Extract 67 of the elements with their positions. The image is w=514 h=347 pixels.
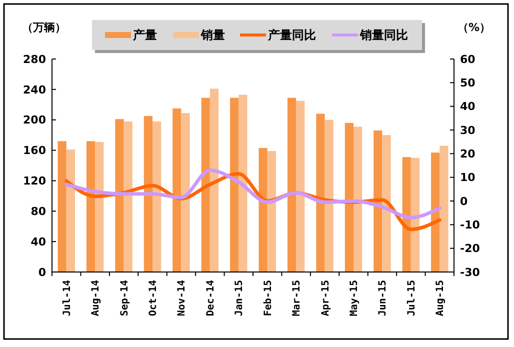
x-tick-label: Nov-14: [176, 280, 188, 316]
x-tick-label: May-15: [349, 280, 360, 316]
legend-label: 销量: [200, 28, 225, 42]
bar: [316, 114, 325, 272]
bar: [324, 120, 334, 272]
x-tick-label: Aug-15: [435, 280, 446, 316]
bar: [440, 146, 448, 272]
y2-tick-label: 20: [460, 148, 476, 161]
bar: [382, 135, 391, 272]
bar: [296, 100, 305, 272]
x-tick-label: Sep-14: [119, 280, 130, 316]
y-axis-title: （万辆）: [22, 21, 66, 34]
x-tick-label: Apr-15: [320, 280, 332, 316]
x-tick-label: Jan-15: [234, 280, 246, 316]
bar: [210, 88, 219, 272]
bar: [58, 141, 66, 272]
x-tick-label: Mar-15: [292, 280, 303, 316]
x-tick-label: Jul-15: [406, 280, 418, 316]
y2-tick-label: 30: [460, 124, 476, 137]
bar: [66, 150, 75, 272]
bar: [374, 130, 382, 272]
legend-label: 产量同比: [267, 28, 316, 42]
y2-tick-label: 50: [460, 76, 476, 90]
x-tick-label: Dec-14: [205, 280, 216, 316]
bar: [344, 122, 354, 272]
y2-tick-label: 10: [460, 171, 476, 184]
y2-tick-label: -10: [460, 218, 480, 232]
legend-label: 销量同比: [359, 28, 408, 42]
bar: [124, 121, 132, 272]
x-tick-label: Feb-15: [262, 280, 274, 316]
y-tick-label: 0: [38, 266, 46, 279]
y2-tick-label: 60: [460, 52, 476, 66]
bar: [144, 116, 152, 272]
x-tick-label: Jun-15: [378, 280, 389, 316]
x-tick-label: Aug-14: [90, 280, 102, 316]
bar: [201, 98, 210, 272]
bar: [354, 126, 362, 272]
bar: [410, 158, 420, 272]
y2-tick-label: 40: [460, 100, 476, 114]
bar: [431, 152, 440, 272]
y2-tick-label: -20: [460, 242, 480, 256]
x-tick-label: Oct-14: [148, 280, 159, 316]
y-tick-label: 40: [30, 235, 46, 248]
x-tick-label: Jul-14: [62, 280, 73, 316]
bar: [181, 113, 190, 272]
y-tick-label: 240: [23, 83, 46, 96]
bar: [258, 148, 268, 272]
y-tick-label: 160: [23, 144, 46, 158]
y-tick-label: 280: [23, 52, 46, 66]
bar: [402, 157, 411, 272]
y-tick-label: 200: [23, 114, 46, 127]
bar: [287, 98, 296, 272]
bar: [172, 108, 182, 272]
bar: [86, 141, 96, 272]
y2-tick-label: 0: [460, 194, 468, 208]
bar: [230, 98, 239, 272]
y-tick-label: 120: [23, 174, 46, 188]
bar: [115, 119, 124, 272]
bar: [95, 142, 104, 272]
bar: [267, 151, 276, 272]
bar: [238, 94, 248, 272]
legend-label: 产量: [132, 28, 157, 42]
bar: [152, 121, 162, 272]
y-tick-label: 80: [30, 204, 46, 218]
line-series: [64, 168, 442, 220]
y2-tick-label: -30: [460, 266, 480, 279]
y2-axis-title: （%）: [457, 21, 491, 34]
